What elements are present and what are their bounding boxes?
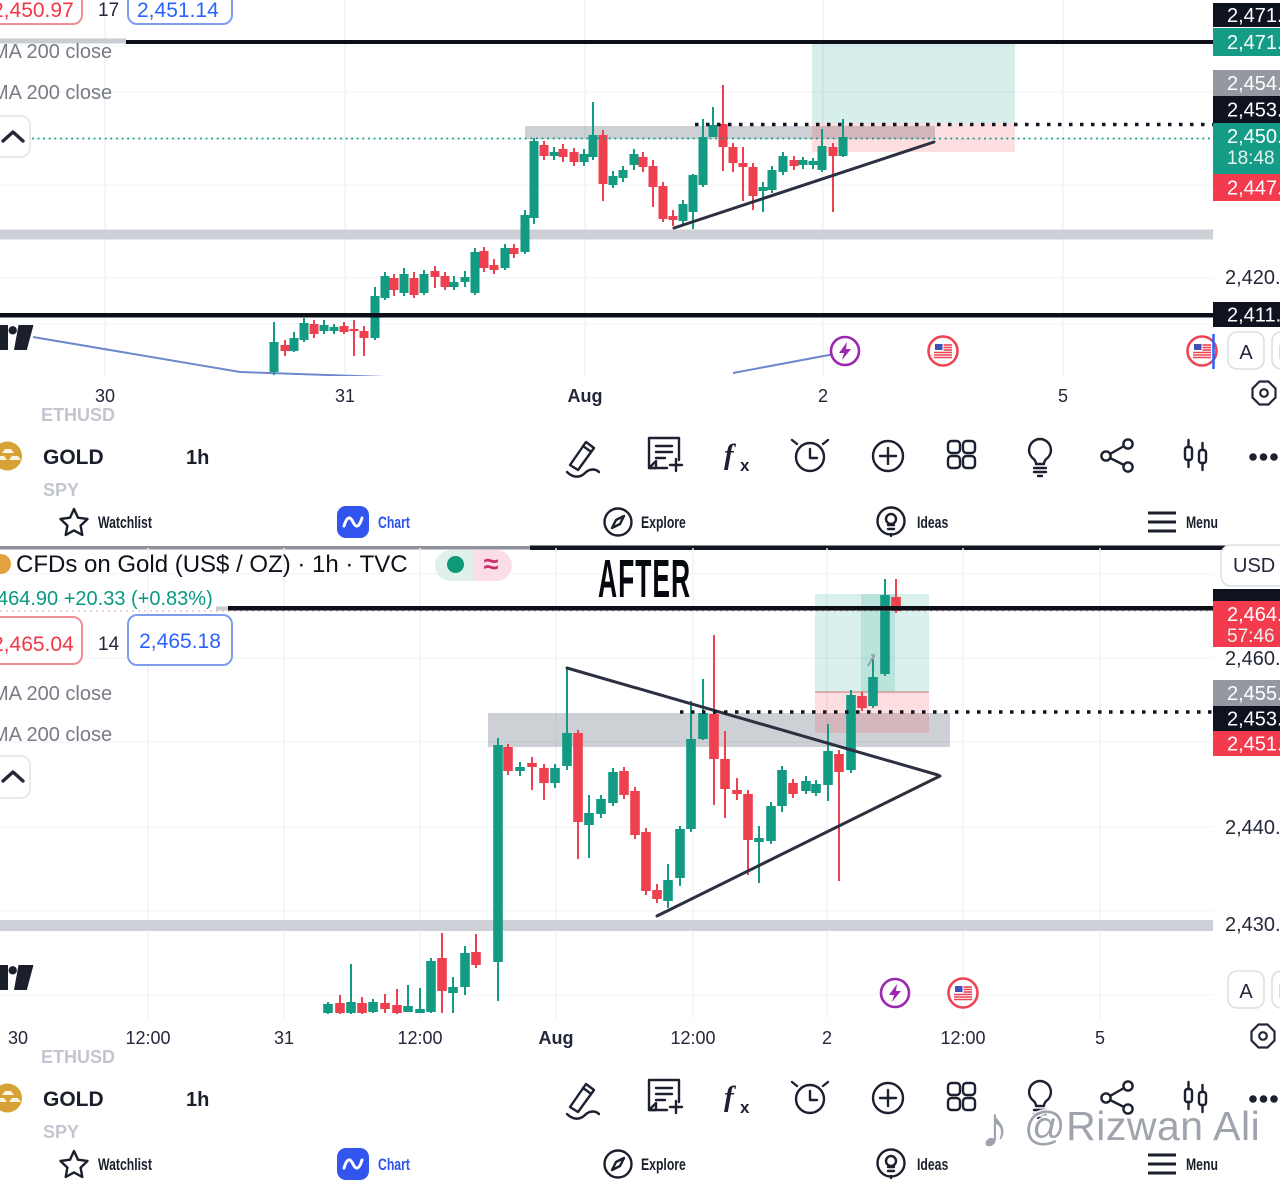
svg-text:2: 2 <box>822 1028 832 1048</box>
svg-text:ETHUSD: ETHUSD <box>41 405 115 425</box>
svg-text:2,465.18: 2,465.18 <box>139 630 221 653</box>
svg-text:2,471.: 2,471. <box>1227 32 1280 54</box>
svg-text:MA 200 close: MA 200 close <box>0 41 112 63</box>
svg-text:464.90 +20.33 (+0.83%): 464.90 +20.33 (+0.83%) <box>0 588 213 610</box>
svg-text:12:00: 12:00 <box>397 1028 442 1048</box>
svg-text:SPY: SPY <box>43 480 79 500</box>
svg-text:Chart: Chart <box>378 514 410 532</box>
svg-text:2,471.: 2,471. <box>1227 5 1280 27</box>
svg-text:57:46: 57:46 <box>1227 626 1275 647</box>
svg-text:♪: ♪ <box>980 1095 1009 1160</box>
svg-text:1h: 1h <box>186 1089 209 1111</box>
svg-text:2,450.97: 2,450.97 <box>0 0 74 22</box>
svg-text:GOLD: GOLD <box>43 1088 104 1111</box>
svg-text:@Rizwan Ali: @Rizwan Ali <box>1024 1103 1260 1149</box>
svg-text:MA 200 close: MA 200 close <box>0 724 112 746</box>
svg-text:12:00: 12:00 <box>670 1028 715 1048</box>
svg-text:USD: USD <box>1233 555 1275 577</box>
svg-text:I: I <box>1278 981 1280 1003</box>
svg-text:2,451.14: 2,451.14 <box>137 0 219 22</box>
svg-text:5: 5 <box>1058 386 1068 406</box>
svg-text:2,453.: 2,453. <box>1227 709 1280 731</box>
svg-text:AFTER: AFTER <box>598 550 691 610</box>
svg-text:Menu: Menu <box>1186 514 1218 532</box>
svg-text:5: 5 <box>1095 1028 1105 1048</box>
svg-text:2,420.: 2,420. <box>1225 267 1280 289</box>
svg-text:x: x <box>740 1098 750 1117</box>
svg-text:2,430.: 2,430. <box>1225 914 1280 936</box>
svg-text:2: 2 <box>818 386 828 406</box>
svg-text:Aug: Aug <box>568 386 603 406</box>
svg-text:Menu: Menu <box>1186 1156 1218 1174</box>
svg-text:30: 30 <box>95 386 115 406</box>
svg-text:CFDs on Gold (US$ / OZ) · 1h ·: CFDs on Gold (US$ / OZ) · 1h · TVC <box>16 551 408 578</box>
svg-text:I: I <box>1278 342 1280 364</box>
svg-text:2,447.: 2,447. <box>1227 178 1280 200</box>
svg-text:Ideas: Ideas <box>917 514 948 532</box>
svg-text:MA 200 close: MA 200 close <box>0 683 112 705</box>
svg-text:12:00: 12:00 <box>940 1028 985 1048</box>
svg-text:Explore: Explore <box>641 1156 686 1174</box>
svg-text:x: x <box>740 456 750 475</box>
svg-text:A: A <box>1239 342 1253 364</box>
svg-text:Chart: Chart <box>378 1156 410 1174</box>
svg-text:≈: ≈ <box>484 549 499 579</box>
svg-text:MA 200 close: MA 200 close <box>0 82 112 104</box>
svg-text:2,450.: 2,450. <box>1227 126 1280 148</box>
svg-text:31: 31 <box>274 1028 294 1048</box>
svg-text:2,411.: 2,411. <box>1227 305 1280 327</box>
svg-text:ETHUSD: ETHUSD <box>41 1047 115 1067</box>
svg-text:2,440.: 2,440. <box>1225 817 1280 839</box>
svg-text:Watchlist: Watchlist <box>98 514 152 532</box>
svg-text:Aug: Aug <box>539 1028 574 1048</box>
svg-text:2,455.: 2,455. <box>1227 683 1280 705</box>
svg-text:2,465.04: 2,465.04 <box>0 633 74 656</box>
svg-text:2,460.: 2,460. <box>1225 648 1280 670</box>
svg-text:1h: 1h <box>186 447 209 469</box>
svg-text:SPY: SPY <box>43 1122 79 1142</box>
svg-text:14: 14 <box>98 634 120 655</box>
svg-text:2,454.: 2,454. <box>1227 73 1280 95</box>
svg-text:2,451.: 2,451. <box>1227 734 1280 756</box>
svg-text:GOLD: GOLD <box>43 446 104 469</box>
svg-text:Explore: Explore <box>641 514 686 532</box>
svg-text:30: 30 <box>8 1028 28 1048</box>
svg-text:17: 17 <box>98 0 119 21</box>
svg-text:2,464.: 2,464. <box>1227 604 1280 626</box>
svg-text:Ideas: Ideas <box>917 1156 948 1174</box>
svg-text:A: A <box>1239 981 1253 1003</box>
svg-text:31: 31 <box>335 386 355 406</box>
svg-text:12:00: 12:00 <box>125 1028 170 1048</box>
svg-text:18:48: 18:48 <box>1227 148 1275 169</box>
svg-text:2,453.: 2,453. <box>1227 100 1280 122</box>
svg-text:Watchlist: Watchlist <box>98 1156 152 1174</box>
